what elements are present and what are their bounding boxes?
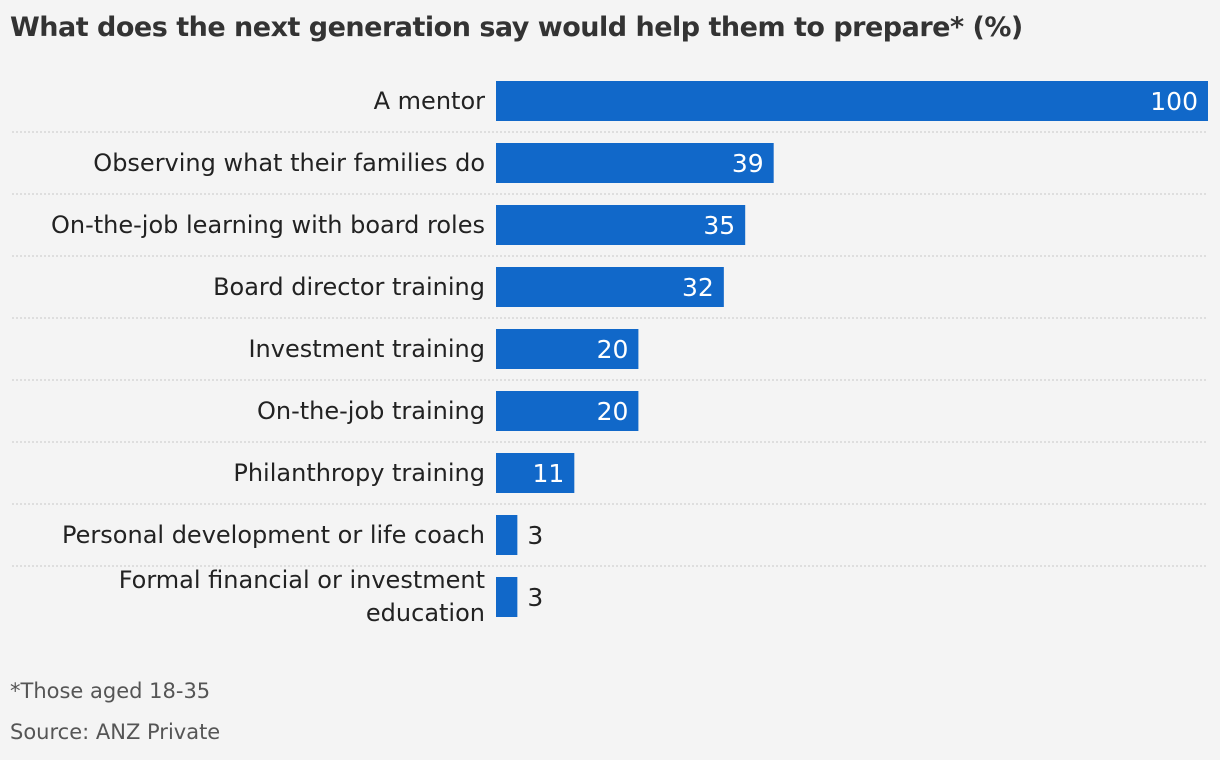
bar bbox=[496, 515, 518, 555]
value-label: 20 bbox=[597, 397, 629, 426]
bar bbox=[496, 391, 639, 431]
bar bbox=[496, 329, 639, 369]
value-label: 39 bbox=[732, 149, 764, 178]
bar bbox=[496, 143, 774, 183]
chart-title: What does the next generation say would … bbox=[10, 12, 1023, 43]
category-label: Board director training bbox=[213, 273, 485, 301]
value-label: 3 bbox=[527, 583, 543, 612]
source-note: Source: ANZ Private bbox=[10, 720, 221, 744]
category-label: Philanthropy training bbox=[233, 459, 485, 487]
value-label: 3 bbox=[527, 521, 543, 550]
value-label: 32 bbox=[682, 273, 714, 302]
value-label: 35 bbox=[703, 211, 735, 240]
value-label: 20 bbox=[597, 335, 629, 364]
category-label: Personal development or life coach bbox=[62, 521, 485, 549]
bar bbox=[496, 577, 518, 617]
category-label: On-the-job training bbox=[257, 397, 485, 425]
value-label: 11 bbox=[533, 459, 565, 488]
footnote: *Those aged 18-35 bbox=[10, 679, 211, 703]
value-label: 100 bbox=[1150, 87, 1198, 116]
category-label: On-the-job learning with board roles bbox=[51, 211, 485, 239]
bar bbox=[496, 81, 1208, 121]
category-label: Formal financial or investment education bbox=[119, 566, 485, 627]
category-label: A mentor bbox=[374, 87, 485, 115]
bar bbox=[496, 453, 575, 493]
category-label: Observing what their families do bbox=[93, 149, 485, 177]
bar bbox=[496, 267, 724, 307]
category-label: Investment training bbox=[248, 335, 485, 363]
bar bbox=[496, 205, 746, 245]
